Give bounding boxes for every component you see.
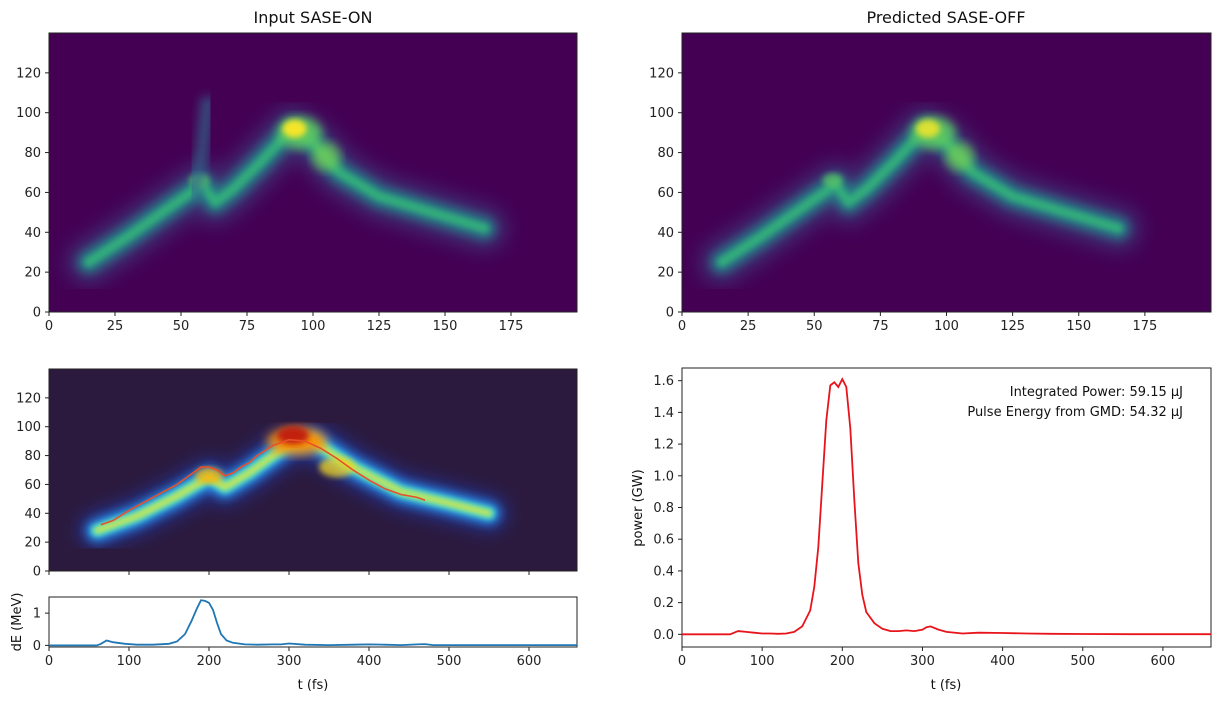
x-tick-label: 100: [934, 319, 959, 334]
x-tick-label: 175: [1132, 319, 1157, 334]
intensity-band: [94, 438, 492, 534]
y-tick-label: 1: [33, 607, 41, 622]
y-tick-label: 0.0: [653, 628, 674, 643]
x-tick-label: 175: [499, 319, 524, 334]
axes-frame: [48, 596, 578, 648]
panel-title: Input SASE-ON: [254, 8, 373, 27]
intensity-hotspot: [945, 142, 974, 171]
heatmap-layer: [699, 106, 1141, 285]
x-tick-label: 75: [872, 319, 889, 334]
panel-power-plot: 0 100 200 300 400 500 600 0.0 0.2 0.4 0.6 0.8 1.0 1.2…: [631, 367, 1212, 693]
y-tick-label: 60: [657, 186, 674, 201]
x-tick-label: 150: [1066, 319, 1091, 334]
x-tick-label: 50: [806, 319, 823, 334]
x-tick-label: 150: [433, 319, 458, 334]
y-tick-label: 1.4: [653, 406, 674, 421]
y-tick-label: 0.8: [653, 501, 674, 516]
y-tick-label: 0.4: [653, 564, 674, 579]
y-tick-label: 40: [24, 507, 41, 522]
y-tick-label: 120: [16, 391, 41, 406]
panel-title: Predicted SASE-OFF: [866, 8, 1025, 27]
x-tick-label: 25: [740, 319, 757, 334]
heatmap-background: [49, 369, 577, 571]
y-tick-label: 20: [24, 266, 41, 281]
x-axis-label: t (fs): [931, 678, 962, 693]
x-tick-label: 0: [678, 319, 686, 334]
pulse-energy-annotation: Pulse Energy from GMD: 54.32 μJ: [967, 405, 1183, 420]
y-tick-label: 100: [16, 420, 41, 435]
y-tick-label: 20: [24, 536, 41, 551]
x-tick-label: 200: [197, 654, 222, 669]
x-axis-label: t (fs): [298, 678, 329, 693]
y-tick-label: 1.2: [653, 438, 674, 453]
intensity-hotspot: [195, 467, 223, 484]
intensity-hotspot: [277, 426, 309, 445]
x-tick-label: 100: [301, 319, 326, 334]
x-tick-label: 500: [437, 654, 462, 669]
x-tick-label: 300: [910, 654, 935, 669]
intensity-hotspot: [319, 457, 355, 478]
x-tick-label: 500: [1070, 654, 1095, 669]
x-tick-label: 600: [517, 654, 542, 669]
intensity-hotspot: [312, 142, 341, 171]
x-tick-label: 0: [45, 319, 53, 334]
heatmap-layer: [66, 95, 507, 285]
y-tick-label: 0.6: [653, 533, 674, 548]
x-tick-label: 400: [357, 654, 382, 669]
axes-frame: [48, 368, 578, 572]
axes-frame: [681, 367, 1212, 648]
y-axis-label: power (GW): [631, 469, 646, 546]
y-tick-label: 0: [33, 306, 41, 321]
y-tick-label: 0: [33, 565, 41, 580]
y-tick-label: 1.0: [653, 469, 674, 484]
heatmap-layer: [78, 422, 508, 550]
x-tick-label: 0: [45, 654, 53, 669]
intensity-band: [84, 124, 490, 267]
panel-input-sase-on: Input SASE-ON 0 25 50 75 100 125 150 175 0 20 40 60…: [16, 8, 578, 334]
y-tick-label: 20: [657, 266, 674, 281]
y-tick-label: 60: [24, 186, 41, 201]
x-tick-label: 600: [1150, 654, 1175, 669]
y-tick-label: 120: [16, 66, 41, 81]
x-tick-label: 125: [367, 319, 392, 334]
y-tick-label: 100: [16, 106, 41, 121]
panel-predicted-sase-off: Predicted SASE-OFF 0 25 50 75 100 125 150 175 0 2…: [649, 8, 1212, 334]
de-series-line: [49, 599, 577, 647]
y-tick-label: 0: [33, 639, 41, 654]
x-tick-label: 0: [678, 654, 686, 669]
centroid-trace: [100, 438, 426, 526]
x-tick-label: 25: [107, 319, 124, 334]
power-series-line: [682, 377, 1211, 636]
y-tick-label: 120: [649, 66, 674, 81]
y-tick-label: 0: [666, 306, 674, 321]
y-tick-label: 80: [24, 146, 41, 161]
x-tick-label: 400: [990, 654, 1015, 669]
y-tick-label: 40: [657, 226, 674, 241]
intensity-hotspot: [822, 173, 843, 188]
y-tick-label: 80: [24, 449, 41, 464]
y-tick-label: 1.6: [653, 374, 674, 389]
intensity-band: [717, 124, 1123, 267]
y-tick-label: 0.2: [653, 596, 674, 611]
intensity-hotspot: [915, 119, 940, 138]
x-tick-label: 125: [1000, 319, 1025, 334]
panel-jet-heatmap: 0 20 40 60 80 100 120: [16, 368, 578, 580]
y-tick-label: 40: [24, 226, 41, 241]
intensity-spur: [187, 95, 215, 200]
x-tick-label: 100: [117, 654, 142, 669]
integrated-power-annotation: Integrated Power: 59.15 μJ: [1010, 385, 1183, 400]
x-tick-label: 75: [239, 319, 256, 334]
y-axis-label: dE (MeV): [10, 593, 25, 652]
x-tick-label: 100: [750, 654, 775, 669]
x-tick-label: 300: [277, 654, 302, 669]
y-tick-label: 60: [24, 478, 41, 493]
intensity-hotspot: [282, 119, 307, 138]
x-tick-label: 50: [173, 319, 190, 334]
panel-de-plot: 0 100 200 300 400 500 600 0 1 t (fs) dE (MeV): [10, 593, 578, 693]
y-tick-label: 100: [649, 106, 674, 121]
x-tick-label: 200: [830, 654, 855, 669]
y-tick-label: 80: [657, 146, 674, 161]
